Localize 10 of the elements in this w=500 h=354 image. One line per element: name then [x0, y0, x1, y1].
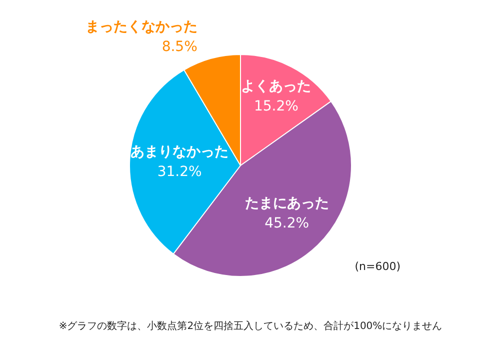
data-label: 15.2%	[254, 98, 298, 114]
data-label: 8.5%	[162, 39, 198, 56]
slice-label: あまりなかった	[130, 144, 229, 160]
slice-label: よくあった	[241, 78, 312, 94]
text: (n=600)	[354, 260, 401, 273]
text: ※グラフの数字は、小数点第2位を四捨五入しているため、合計が100%になりません	[58, 320, 442, 332]
data-label: 31.2%	[157, 164, 202, 180]
data-label: 45.2%	[264, 215, 310, 232]
slice-label: まったくなかった	[85, 19, 198, 36]
slice-label: たまにあった	[244, 195, 329, 212]
